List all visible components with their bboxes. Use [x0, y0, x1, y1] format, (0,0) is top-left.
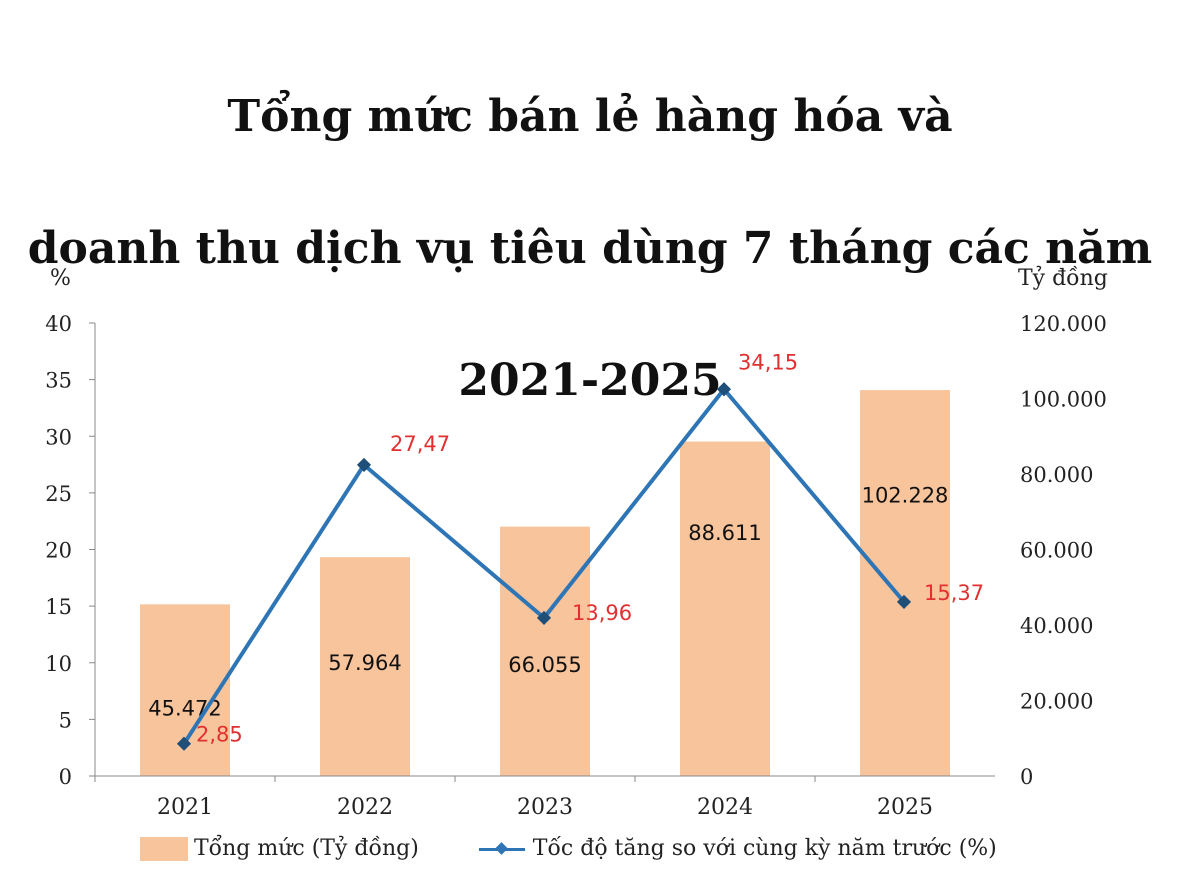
legend-label-line: Tốc độ tăng so với cùng kỳ năm trước (%): [532, 836, 997, 861]
bar-labels: 45.472 57.964 66.055 88.611 102.228: [148, 483, 948, 720]
legend-swatch-bars: [140, 836, 188, 861]
left-tick-label: 35: [45, 369, 72, 393]
legend-item-bars: Tổng mức (Tỷ đồng): [140, 836, 419, 861]
bar-2023: [500, 526, 590, 776]
chart-title-line-1: Tổng mức bán lẻ hàng hóa và: [227, 91, 953, 142]
right-axis-unit: Tỷ đồng: [1018, 265, 1108, 291]
bar-2025: [860, 390, 950, 776]
left-tick-label: 5: [59, 708, 72, 732]
right-tick-label: 100.000: [1020, 388, 1107, 412]
bar-series: [140, 390, 950, 776]
bar-value-label: 57.964: [328, 651, 401, 675]
right-tick-label: 40.000: [1020, 614, 1093, 638]
axes: 0510152025303540020.00040.00060.00080.00…: [45, 312, 1107, 820]
legend-item-line: Tốc độ tăng so với cùng kỳ năm trước (%): [478, 836, 997, 861]
legend-swatch-line: [478, 837, 525, 861]
right-tick-label: 120.000: [1020, 312, 1107, 336]
left-tick-label: 0: [59, 765, 72, 789]
line-point-2024: [716, 382, 732, 397]
right-tick-label: 80.000: [1020, 463, 1093, 487]
chart-title-line-2: doanh thu dịch vụ tiêu dùng 7 tháng các …: [27, 223, 1153, 274]
x-tick-label: 2021: [157, 795, 213, 820]
line-value-label: 34,15: [738, 350, 798, 374]
line-point-2025: [896, 594, 912, 610]
line-value-label: 15,37: [924, 581, 984, 605]
right-tick-label: 60.000: [1020, 539, 1093, 563]
right-tick-label: 0: [1020, 765, 1033, 789]
bar-value-label: 45.472: [148, 696, 221, 720]
chart-title-line-3: 2021-2025: [458, 355, 722, 406]
bar-value-label: 66.055: [508, 653, 581, 677]
left-tick-label: 20: [45, 539, 72, 563]
x-tick-label: 2024: [697, 795, 753, 820]
left-tick-label: 10: [45, 652, 72, 676]
line-series: 2,85 27,47 13,96 34,15 15,37: [176, 350, 984, 751]
line-point-2021: [176, 736, 192, 751]
left-tick-label: 25: [45, 482, 72, 506]
bar-value-label: 88.611: [688, 521, 761, 545]
bar-2022: [320, 557, 410, 776]
bar-2024: [680, 441, 770, 776]
left-tick-label: 40: [45, 312, 72, 336]
left-tick-label: 30: [45, 425, 72, 449]
line-value-label: 2,85: [196, 723, 243, 747]
legend-label-bars: Tổng mức (Tỷ đồng): [194, 836, 419, 861]
left-tick-label: 15: [45, 595, 72, 619]
bar-value-label: 102.228: [862, 483, 949, 507]
legend: Tổng mức (Tỷ đồng) Tốc độ tăng so với cù…: [140, 836, 1057, 861]
x-tick-label: 2023: [517, 795, 573, 820]
x-tick-label: 2022: [337, 795, 393, 820]
line-point-2022: [356, 457, 372, 472]
line-value-label: 13,96: [572, 601, 632, 625]
left-axis-unit: %: [50, 266, 71, 291]
line-point-2023: [536, 610, 552, 625]
line-value-label: 27,47: [390, 432, 450, 456]
x-tick-label: 2025: [877, 795, 933, 820]
right-tick-label: 20.000: [1020, 690, 1093, 714]
chart-title: Tổng mức bán lẻ hàng hóa và doanh thu dị…: [0, 18, 1180, 480]
